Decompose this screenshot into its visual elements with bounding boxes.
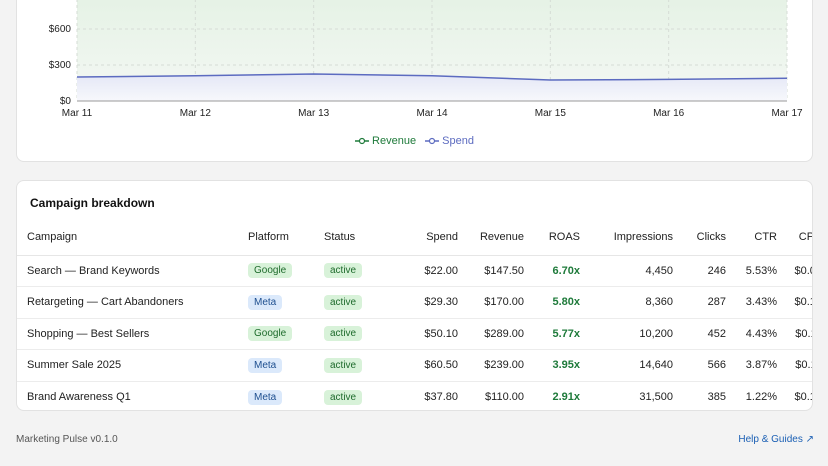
cell-roas: 3.95x <box>530 350 586 382</box>
cell-impressions: 8,360 <box>586 287 679 319</box>
legend-item-revenue[interactable]: Revenue <box>355 135 416 147</box>
cell-campaign: Shopping — Best Sellers <box>17 318 242 350</box>
x-tick-label: Mar 15 <box>535 108 567 119</box>
cell-spend: $22.00 <box>382 255 464 287</box>
platform-badge: Meta <box>248 390 282 405</box>
campaign-table-card: Campaign breakdown Campaign Platform Sta… <box>16 180 813 411</box>
cell-roas: 2.91x <box>530 381 586 411</box>
status-badge: active <box>324 263 362 278</box>
cell-cpc: $0.09 <box>783 255 813 287</box>
col-ctr[interactable]: CTR <box>732 219 783 255</box>
col-cpc[interactable]: CPC <box>783 219 813 255</box>
cell-clicks: 287 <box>679 287 732 319</box>
col-campaign[interactable]: Campaign <box>17 219 242 255</box>
cell-cpc: $0.11 <box>783 318 813 350</box>
cell-revenue: $239.00 <box>464 350 530 382</box>
legend-label-revenue: Revenue <box>372 135 416 147</box>
x-tick-label: Mar 17 <box>771 108 803 119</box>
cell-roas: 5.80x <box>530 287 586 319</box>
cell-revenue: $110.00 <box>464 381 530 411</box>
table-row[interactable]: Search — Brand Keywords Google active $2… <box>17 255 813 287</box>
cell-campaign: Brand Awareness Q1 <box>17 381 242 411</box>
legend-label-spend: Spend <box>442 135 474 147</box>
cell-revenue: $170.00 <box>464 287 530 319</box>
revenue-swatch-icon <box>355 137 369 145</box>
cell-spend: $50.10 <box>382 318 464 350</box>
legend-item-spend[interactable]: Spend <box>425 135 474 147</box>
x-tick-label: Mar 16 <box>653 108 685 119</box>
cell-roas: 5.77x <box>530 318 586 350</box>
cell-cpc: $0.11 <box>783 350 813 382</box>
y-tick-label: $600 <box>49 24 72 35</box>
cell-spend: $37.80 <box>382 381 464 411</box>
cell-clicks: 246 <box>679 255 732 287</box>
table-row[interactable]: Brand Awareness Q1 Meta active $37.80 $1… <box>17 381 813 411</box>
y-tick-label: $300 <box>49 60 72 71</box>
help-guides-link[interactable]: Help & Guides ↗ <box>738 434 814 445</box>
x-tick-label: Mar 13 <box>298 108 330 119</box>
cell-ctr: 5.53% <box>732 255 783 287</box>
col-status[interactable]: Status <box>318 219 382 255</box>
cell-ctr: 3.87% <box>732 350 783 382</box>
app-version: Marketing Pulse v0.1.0 <box>16 434 118 445</box>
cell-revenue: $289.00 <box>464 318 530 350</box>
cell-clicks: 566 <box>679 350 732 382</box>
cell-roas: 6.70x <box>530 255 586 287</box>
cell-campaign: Summer Sale 2025 <box>17 350 242 382</box>
x-tick-label: Mar 12 <box>180 108 212 119</box>
cell-clicks: 452 <box>679 318 732 350</box>
cell-ctr: 4.43% <box>732 318 783 350</box>
cell-campaign: Retargeting — Cart Abandoners <box>17 287 242 319</box>
status-badge: active <box>324 390 362 405</box>
cell-cpc: $0.10 <box>783 381 813 411</box>
y-tick-label: $0 <box>60 96 72 107</box>
cell-impressions: 10,200 <box>586 318 679 350</box>
table-title: Campaign breakdown <box>30 196 155 210</box>
spend-swatch-icon <box>425 137 439 145</box>
table-header-row: Campaign Platform Status Spend Revenue R… <box>17 219 813 255</box>
col-revenue[interactable]: Revenue <box>464 219 530 255</box>
cell-campaign: Search — Brand Keywords <box>17 255 242 287</box>
x-tick-label: Mar 14 <box>416 108 448 119</box>
col-impressions[interactable]: Impressions <box>586 219 679 255</box>
platform-badge: Google <box>248 263 292 278</box>
table-row[interactable]: Summer Sale 2025 Meta active $60.50 $239… <box>17 350 813 382</box>
status-badge: active <box>324 295 362 310</box>
cell-impressions: 31,500 <box>586 381 679 411</box>
cell-ctr: 1.22% <box>732 381 783 411</box>
platform-badge: Meta <box>248 295 282 310</box>
status-badge: active <box>324 326 362 341</box>
col-roas[interactable]: ROAS <box>530 219 586 255</box>
platform-badge: Google <box>248 326 292 341</box>
cell-ctr: 3.43% <box>732 287 783 319</box>
cell-impressions: 14,640 <box>586 350 679 382</box>
col-spend[interactable]: Spend <box>382 219 464 255</box>
table-row[interactable]: Shopping — Best Sellers Google active $5… <box>17 318 813 350</box>
cell-revenue: $147.50 <box>464 255 530 287</box>
campaign-table: Campaign Platform Status Spend Revenue R… <box>17 219 813 411</box>
cell-impressions: 4,450 <box>586 255 679 287</box>
chart-card: $0 $300 $600 Mar 11 Mar 12 Mar 13 Mar 14 Mar 15… <box>16 0 813 162</box>
cell-spend: $60.50 <box>382 350 464 382</box>
col-platform[interactable]: Platform <box>242 219 318 255</box>
cell-clicks: 385 <box>679 381 732 411</box>
chart-legend: Revenue Spend <box>17 135 812 147</box>
cell-spend: $29.30 <box>382 287 464 319</box>
col-clicks[interactable]: Clicks <box>679 219 732 255</box>
table-row[interactable]: Retargeting — Cart Abandoners Meta activ… <box>17 287 813 319</box>
x-tick-label: Mar 11 <box>62 108 93 119</box>
cell-cpc: $0.10 <box>783 287 813 319</box>
status-badge: active <box>324 358 362 373</box>
platform-badge: Meta <box>248 358 282 373</box>
